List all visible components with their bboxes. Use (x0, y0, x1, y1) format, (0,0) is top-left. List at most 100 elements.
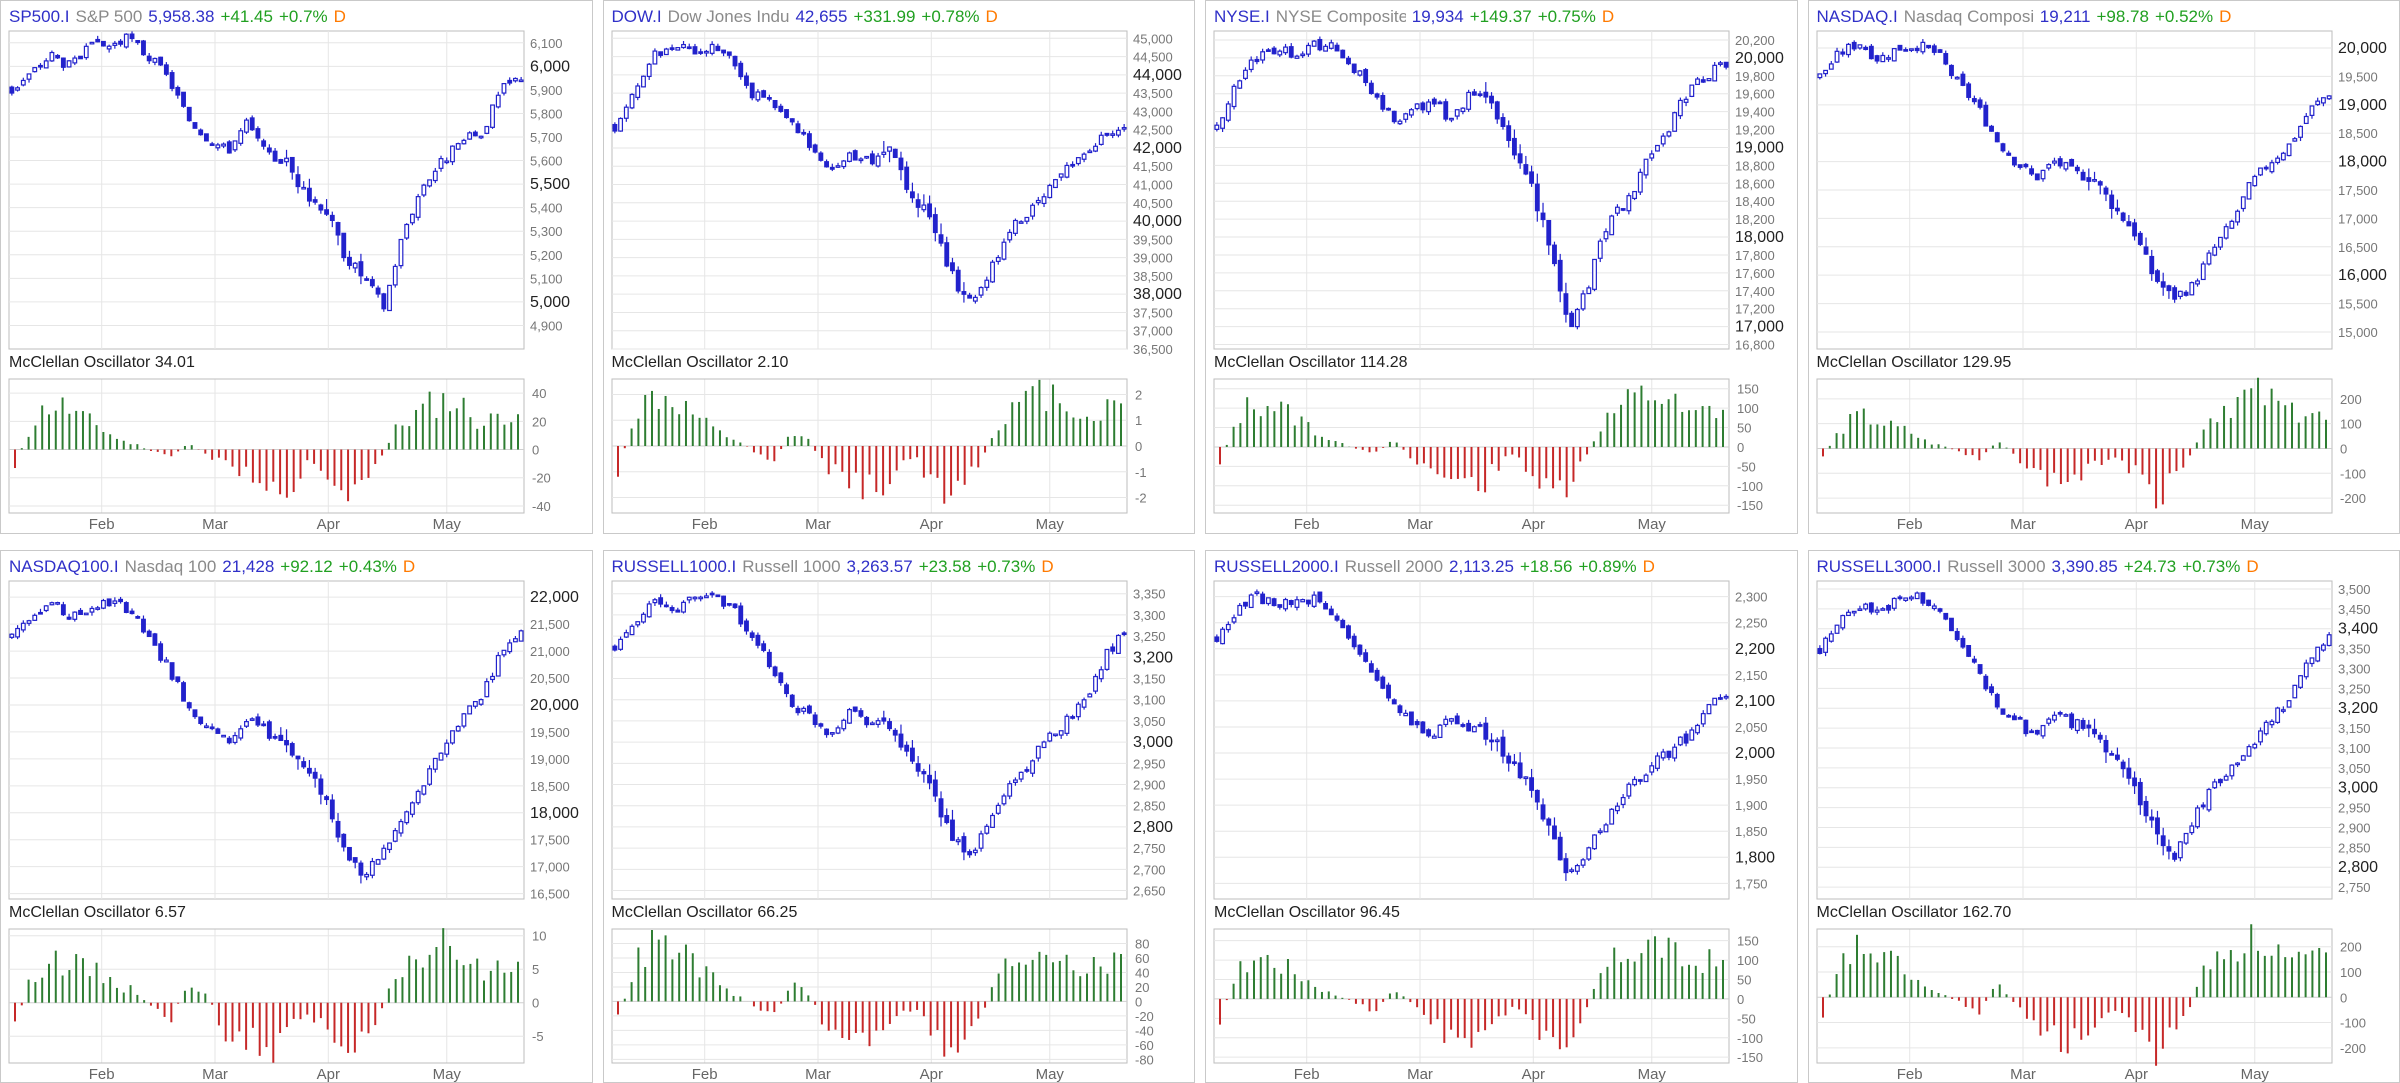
candle (1626, 781, 1632, 799)
chart-svg: 3,350 3,300 3,250 3,200 3,150 3,100 3,050 3,000… (611, 580, 1173, 1083)
candle (2183, 832, 2189, 845)
candle (766, 648, 772, 669)
candle (1839, 48, 1845, 57)
candle (444, 738, 450, 757)
candle (1368, 80, 1374, 95)
candle (1717, 693, 1723, 700)
y-tick-label: 41,000 (1133, 178, 1173, 193)
y-tick-label: 5,200 (530, 248, 563, 263)
symbol-link[interactable]: SP500.I (9, 7, 70, 26)
chart-panel[interactable]: NASDAQ.I Nasdaq Composi 19,211 +98.78 +0.52%… (1807, 0, 2400, 534)
chart-header: NASDAQ100.I Nasdaq 100 21,428 +92.12 +0.43% D (9, 555, 415, 579)
candle (1712, 61, 1718, 82)
candle (686, 596, 692, 603)
symbol-link[interactable]: NASDAQ.I (1816, 7, 1898, 26)
candle (1006, 780, 1012, 799)
candle (1323, 43, 1329, 52)
period-button[interactable]: D (2219, 7, 2232, 26)
candle (909, 739, 915, 764)
candle (1220, 117, 1226, 133)
y-tick-label: 2,900 (2338, 820, 2371, 835)
candle (1603, 822, 1609, 832)
candle (1500, 113, 1506, 130)
period-button[interactable]: D (333, 7, 346, 26)
candle (1265, 48, 1271, 52)
candle (467, 131, 473, 140)
symbol-link[interactable]: RUSSELL2000.I (1214, 556, 1339, 576)
chart-header: NYSE.I NYSE Composite 19,934 +149.37 +0.75% D (1214, 5, 1614, 29)
candle (1477, 721, 1483, 727)
candle (2120, 759, 2126, 778)
month-label: Feb (691, 1066, 717, 1083)
percent-change: +0.78% (921, 7, 980, 26)
month-label: Apr (2124, 1066, 2147, 1083)
symbol-link[interactable]: NYSE.I (1214, 7, 1270, 26)
price-change: +18.56 (1519, 556, 1573, 576)
candle (777, 671, 783, 686)
y-tick-label: 6,000 (530, 58, 570, 75)
candle (1897, 594, 1902, 600)
candle (78, 55, 83, 60)
candle (261, 720, 267, 727)
candle (1666, 130, 1672, 138)
candle (1069, 714, 1075, 719)
candle (1081, 152, 1087, 163)
candle (272, 148, 278, 162)
candle (238, 724, 244, 741)
candle (1018, 770, 1024, 782)
symbol-link[interactable]: RUSSELL3000.I (1816, 556, 1942, 576)
candle (2291, 137, 2297, 142)
candle (364, 871, 370, 880)
chart-panel[interactable]: DOW.I Dow Jones Indu 42,655 +331.99 +0.78% D M… (602, 0, 1195, 534)
chart-panel[interactable]: NYSE.I NYSE Composite 19,934 +149.37 +0.75% D… (1205, 0, 1798, 534)
candle (1948, 64, 1954, 79)
candle (1563, 282, 1569, 323)
period-button[interactable]: D (985, 7, 998, 26)
candle (657, 51, 663, 58)
period-button[interactable]: D (2246, 556, 2259, 576)
candle (2085, 719, 2091, 737)
candle (1243, 601, 1248, 609)
chart-panel[interactable]: RUSSELL3000.I Russell 3000 3,390.85 +24.73 +… (1807, 549, 2400, 1083)
candle (1317, 591, 1323, 603)
candle (1443, 715, 1449, 727)
period-button[interactable]: D (1642, 556, 1655, 576)
y-tick-label: 40,000 (1133, 213, 1182, 230)
chart-panel[interactable]: RUSSELL1000.I Russell 1000 3,263.57 +23.58 +… (602, 549, 1195, 1083)
candle (1109, 130, 1115, 139)
chart-panel[interactable]: NASDAQ100.I Nasdaq 100 21,428 +92.12 +0.43% D… (0, 549, 593, 1083)
symbol-link[interactable]: RUSSELL1000.I (611, 556, 737, 576)
candle (1109, 642, 1115, 654)
period-button[interactable]: D (1601, 7, 1615, 26)
candle (1300, 598, 1306, 602)
period-button[interactable]: D (1041, 556, 1054, 576)
symbol-link[interactable]: NASDAQ100.I (9, 556, 119, 576)
candle (2303, 112, 2309, 125)
candle (680, 41, 686, 49)
candle (472, 130, 478, 137)
candle (709, 41, 715, 56)
candle (1660, 133, 1666, 147)
candle (2137, 230, 2143, 246)
candle (1540, 797, 1546, 822)
period-button[interactable]: D (402, 556, 416, 576)
y-tick-label: 18,000 (1735, 229, 1784, 246)
candle (1403, 709, 1409, 716)
candle (1897, 44, 1902, 51)
candle (1851, 610, 1857, 616)
candle (1609, 807, 1615, 825)
candle (341, 232, 347, 262)
chart-header: NASDAQ.I Nasdaq Composi 19,211 +98.78 +0.52%… (1817, 5, 2232, 29)
candle (1931, 602, 1937, 611)
osc-tick-label: 0 (1737, 991, 1744, 1006)
candle (2234, 761, 2240, 767)
candle (2022, 162, 2028, 169)
candle (415, 193, 421, 221)
symbol-link[interactable]: DOW.I (611, 7, 662, 26)
chart-panel[interactable]: RUSSELL2000.I Russell 2000 2,113.25 +18.56 +… (1205, 549, 1798, 1083)
candle (2211, 244, 2217, 257)
candle (1081, 697, 1087, 710)
chart-panel[interactable]: SP500.I S&P 500 5,958.38 +41.45 +0.7% D McClel… (0, 0, 593, 534)
price-plot-frame (1816, 580, 2332, 899)
candle (9, 632, 15, 639)
